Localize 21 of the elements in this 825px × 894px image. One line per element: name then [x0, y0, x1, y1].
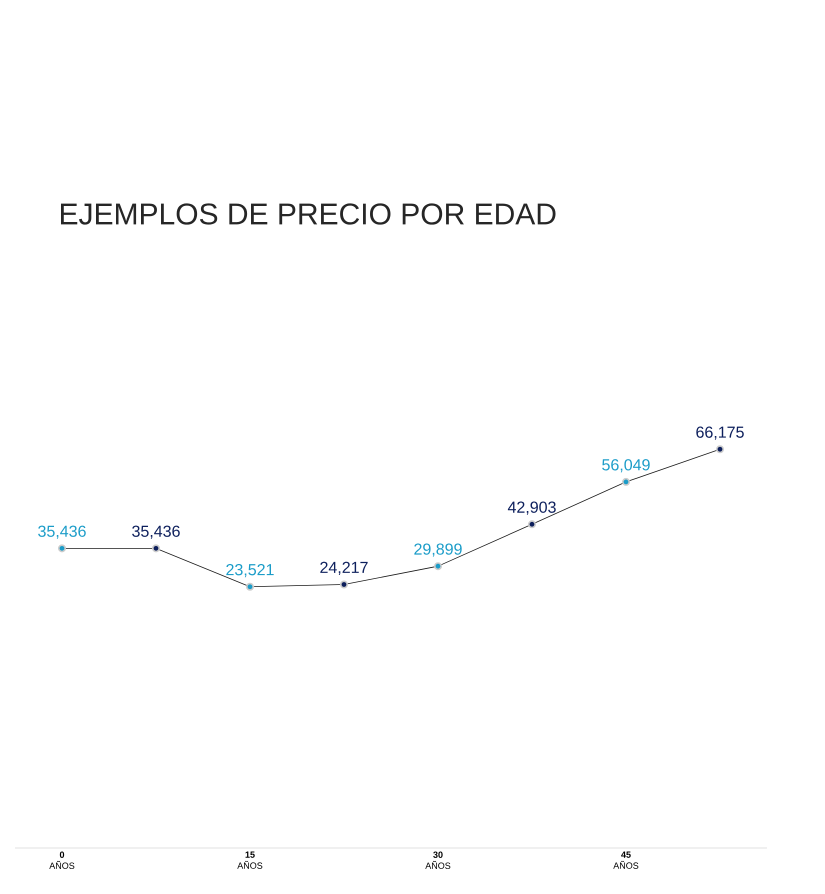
point — [58, 544, 66, 552]
point — [340, 580, 348, 589]
data-label: 66,175 — [696, 426, 744, 440]
x-tick-label: 15 AÑOS — [237, 852, 262, 869]
point — [152, 544, 160, 552]
data-label: 29,899 — [414, 543, 462, 557]
data-label: 35,436 — [132, 526, 180, 539]
data-label: 42,903 — [508, 502, 556, 515]
point — [246, 582, 254, 591]
data-label: 56,049 — [602, 459, 650, 472]
point — [622, 478, 630, 486]
data-label: 23,521 — [226, 564, 274, 578]
data-label: 35,436 — [38, 526, 86, 539]
x-tick-label: 45 AÑOS — [613, 852, 638, 869]
point — [434, 562, 442, 570]
point — [528, 520, 536, 528]
data-label: 24,217 — [320, 562, 368, 575]
chart-title: EJEMPLOS DE PRECIO POR EDAD — [60, 203, 556, 225]
x-tick-label: 30 AÑOS — [425, 852, 450, 869]
point — [716, 445, 724, 454]
x-tick-label: 0 AÑOS — [49, 852, 74, 869]
